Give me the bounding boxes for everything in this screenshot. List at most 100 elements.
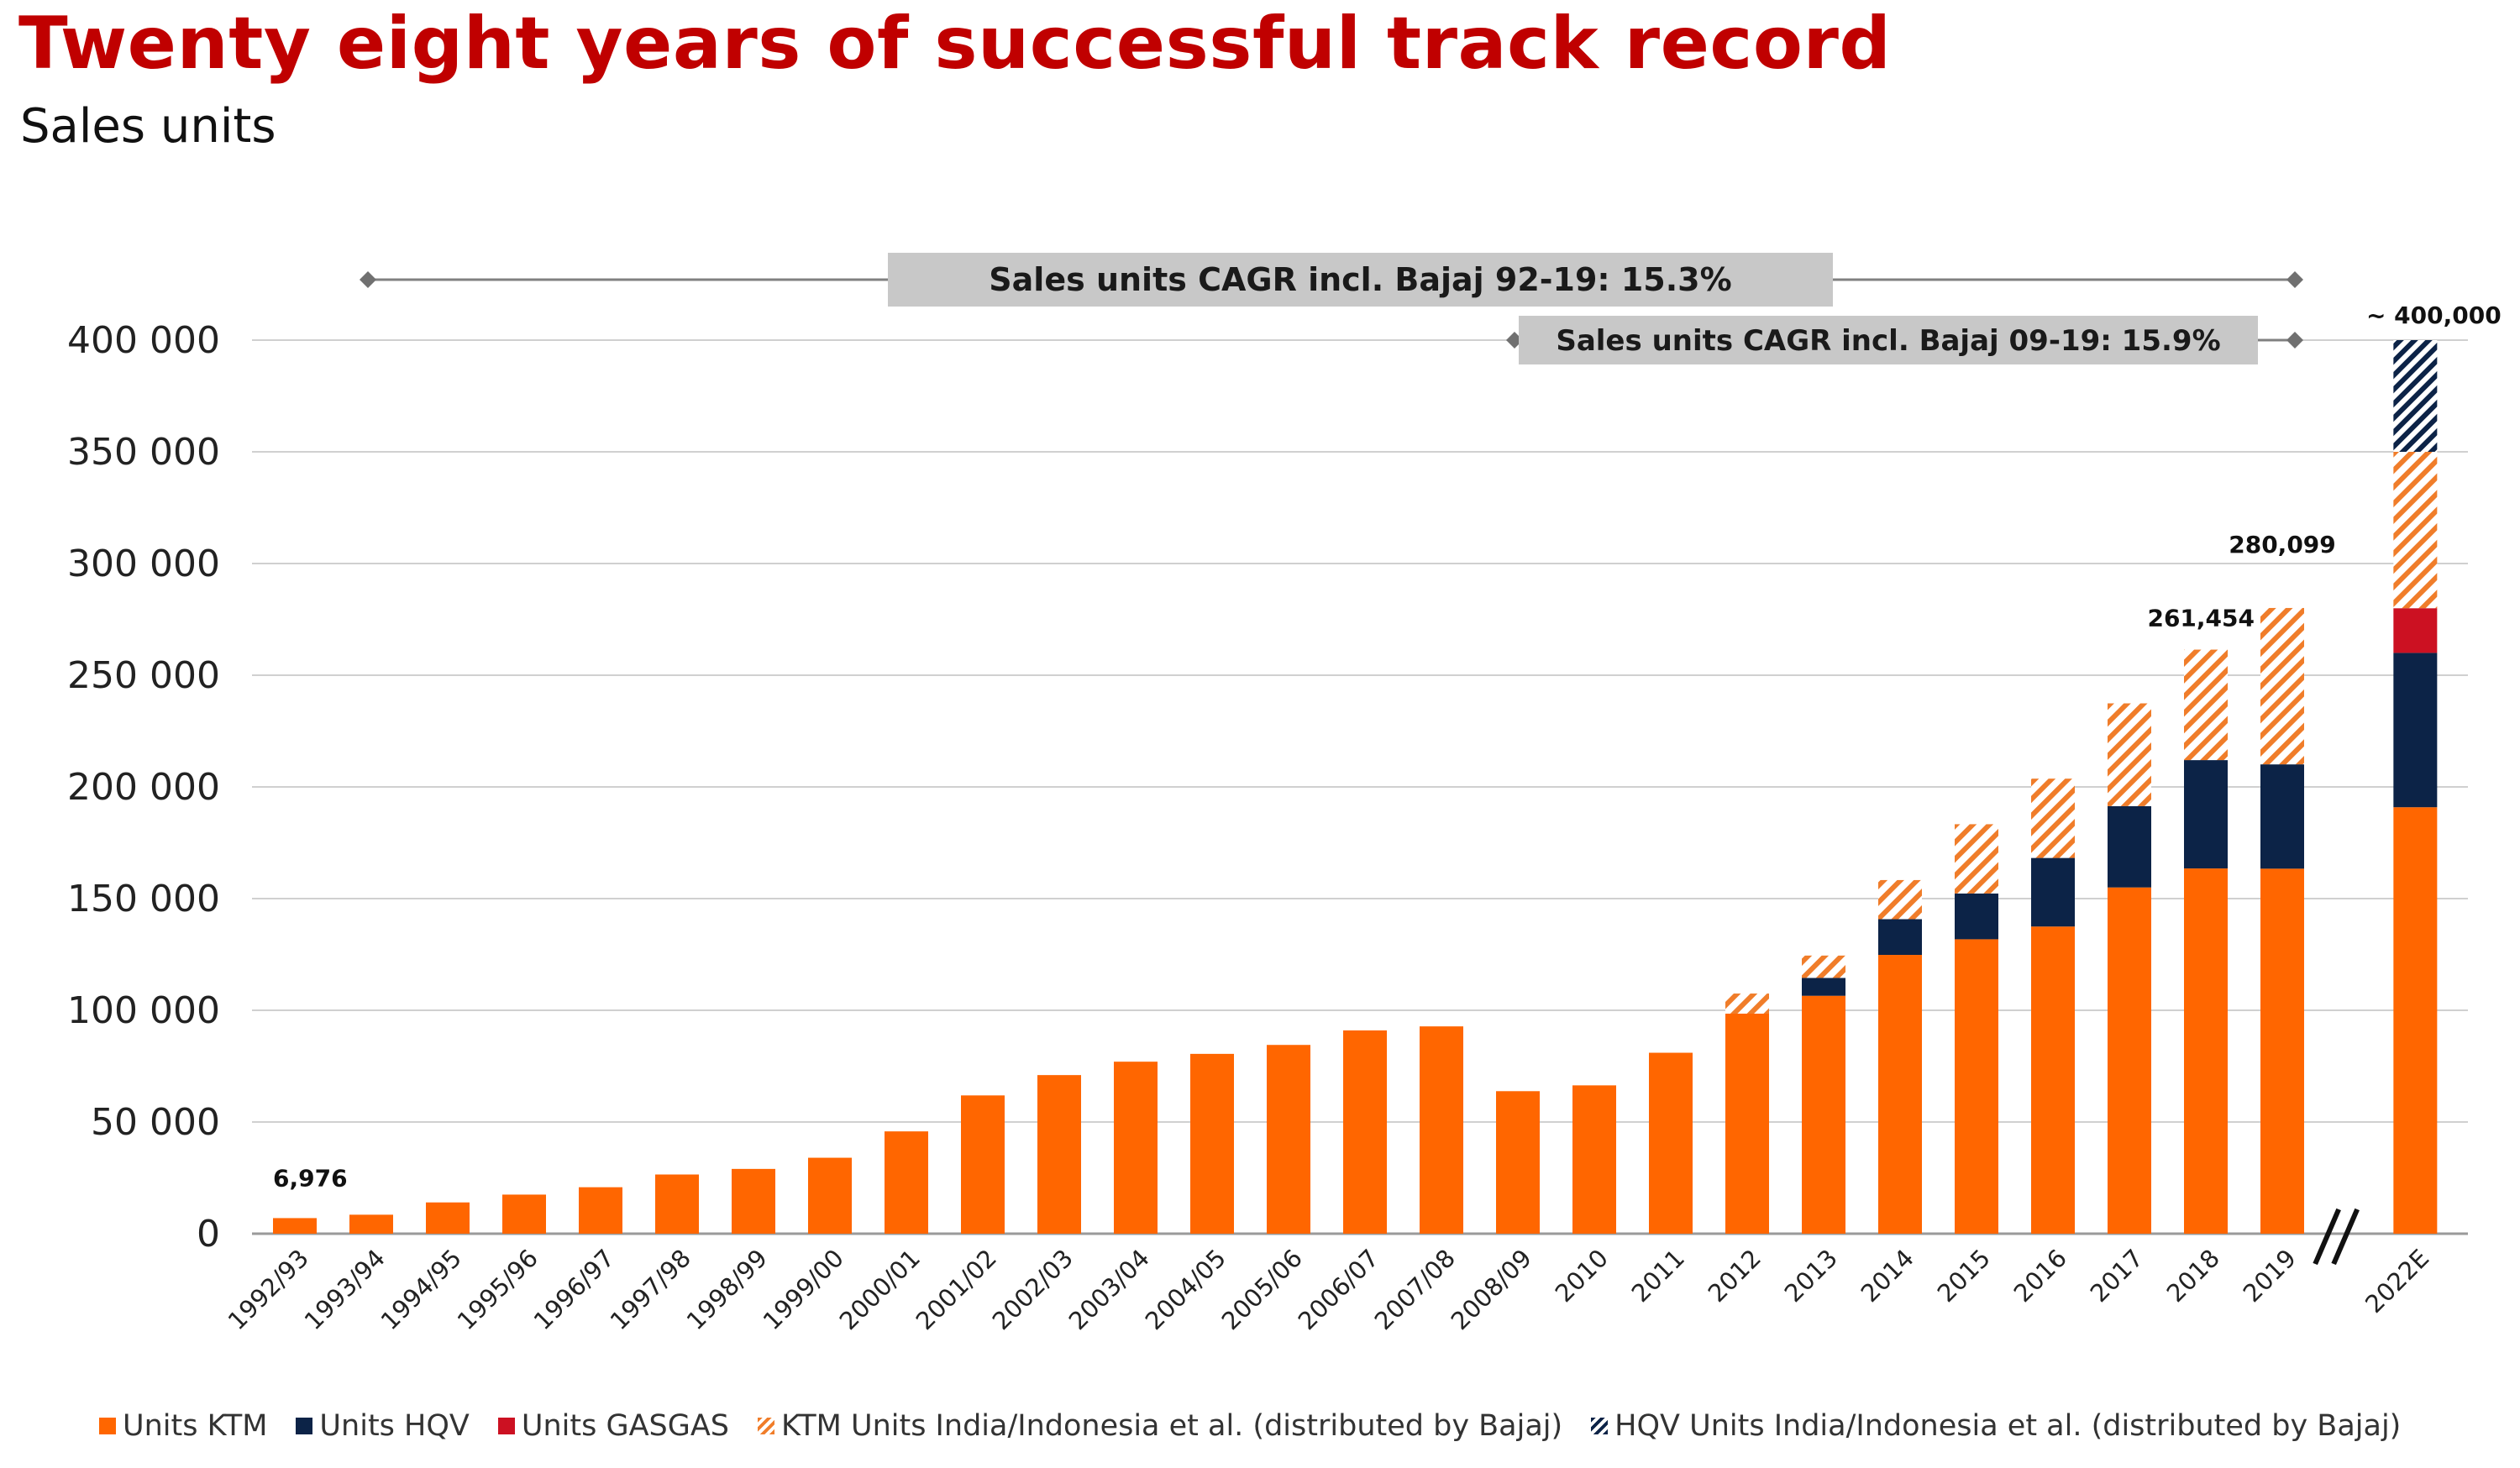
x-tick-2014: 2014 <box>1856 1244 1919 1308</box>
bar-ktm-2000-01 <box>885 1131 928 1234</box>
legend-swatch-ktm <box>99 1418 116 1434</box>
bar-gasgas-2022e <box>2393 608 2438 653</box>
x-tick-1998-99: 1998/99 <box>681 1244 773 1335</box>
bar-ktm-1995-96 <box>502 1194 546 1234</box>
bar-ktm-1994-95 <box>426 1202 470 1234</box>
x-tick-2015: 2015 <box>1932 1244 1996 1308</box>
bar-hqv-2018 <box>2184 760 2228 869</box>
x-tick-2019: 2019 <box>2238 1244 2302 1308</box>
bar-ktm-2010 <box>1572 1085 1616 1234</box>
legend-label-bajaj-hqv: HQV Units India/Indonesia et al. (distri… <box>1614 1409 2402 1443</box>
x-tick-2013: 2013 <box>1779 1244 1843 1308</box>
y-tick-400000: 400 000 <box>67 319 220 362</box>
x-tick-2008-09: 2008/09 <box>1446 1244 1537 1335</box>
bar-bajaj_ktm-2012 <box>1725 994 1769 1014</box>
x-tick-2000-01: 2000/01 <box>834 1244 926 1335</box>
y-tick-350000: 350 000 <box>67 431 220 474</box>
legend-item-hqv: Units HQV <box>296 1409 470 1443</box>
bar-bajaj_ktm-2015 <box>1955 824 1998 894</box>
cagr-marker-cagr2-end <box>2286 332 2303 349</box>
bar-bajaj_ktm-2016 <box>2031 779 2075 858</box>
cagr-box-cagr2 <box>1519 316 2258 364</box>
bar-ktm-1999-00 <box>808 1157 852 1234</box>
bar-ktm-2011 <box>1649 1052 1693 1234</box>
x-tick-1995-96: 1995/96 <box>452 1244 543 1335</box>
bar-ktm-2022e <box>2393 807 2438 1234</box>
x-tick-1997-98: 1997/98 <box>605 1244 696 1335</box>
x-tick-2018: 2018 <box>2161 1244 2225 1308</box>
axis-break-mark-2 <box>2331 1208 2360 1266</box>
y-tick-0: 0 <box>197 1213 220 1256</box>
x-tick-2016: 2016 <box>2008 1244 2072 1308</box>
bar-ktm-1998-99 <box>732 1168 775 1234</box>
y-tick-300000: 300 000 <box>67 543 220 585</box>
y-tick-250000: 250 000 <box>67 654 220 697</box>
bar-ktm-2015 <box>1955 939 1998 1234</box>
legend-label-ktm: Units KTM <box>123 1409 268 1443</box>
page-subtitle: Sales units <box>20 99 276 154</box>
x-tick-2005-06: 2005/06 <box>1216 1244 1308 1335</box>
x-tick-2007-08: 2007/08 <box>1369 1244 1461 1335</box>
bar-ktm-1997-98 <box>655 1174 699 1234</box>
y-axis-ticks: 0 50 000 100 000 150 000 200 000 250 000 300 0… <box>67 319 220 1256</box>
bar-ktm-1993-94 <box>349 1214 393 1234</box>
bar-hqv-2014 <box>1878 919 1922 956</box>
x-tick-2003-04: 2003/04 <box>1063 1244 1155 1335</box>
bar-ktm-1996-97 <box>579 1187 622 1234</box>
legend-swatch-bajaj-hqv <box>1591 1418 1609 1434</box>
bar-ktm-2004-05 <box>1190 1053 1234 1234</box>
bar-ktm-2006-07 <box>1343 1030 1387 1234</box>
bar-hqv-2022e <box>2393 653 2438 808</box>
bar-ktm-2014 <box>1878 955 1922 1234</box>
x-tick-2011: 2011 <box>1626 1244 1690 1308</box>
data-labels: 6,976 261,454 280,099 ~ 400,000 <box>273 301 2502 1192</box>
y-tick-200000: 200 000 <box>67 766 220 809</box>
legend-swatch-hqv <box>296 1418 313 1434</box>
bar-ktm-2008-09 <box>1496 1091 1540 1234</box>
x-tick-2006-07: 2006/07 <box>1293 1244 1384 1335</box>
bar-ktm-2002-03 <box>1037 1075 1081 1234</box>
cagr-marker-cagr1-start <box>360 271 376 288</box>
data-label-2018: 261,454 <box>2147 605 2255 632</box>
axis-break <box>2313 1208 2360 1266</box>
legend-item-bajaj-hqv: HQV Units India/Indonesia et al. (distri… <box>1591 1409 2401 1443</box>
cagr-marker-cagr1-end <box>2286 271 2303 288</box>
bar-ktm-2017 <box>2108 887 2151 1234</box>
bar-hqv-2016 <box>2031 857 2075 927</box>
y-tick-100000: 100 000 <box>67 989 220 1032</box>
bar-ktm-2003-04 <box>1114 1062 1158 1234</box>
bar-ktm-2001-02 <box>961 1095 1005 1234</box>
x-tick-1999-00: 1999/00 <box>758 1244 849 1335</box>
bar-bajaj_ktm-2018 <box>2184 649 2228 761</box>
x-tick-2010: 2010 <box>1550 1244 1614 1308</box>
bar-ktm-2018 <box>2184 868 2228 1234</box>
x-tick-2001-02: 2001/02 <box>911 1244 1002 1335</box>
bar-ktm-2013 <box>1802 995 1845 1234</box>
legend-item-ktm: Units KTM <box>99 1409 267 1443</box>
x-tick-2002-03: 2002/03 <box>987 1244 1079 1335</box>
y-tick-50000: 50 000 <box>91 1101 220 1144</box>
x-tick-1994-95: 1994/95 <box>375 1244 467 1335</box>
x-tick-2022e: 2022E <box>2360 1244 2434 1319</box>
bar-ktm-2007-08 <box>1420 1026 1463 1234</box>
bar-bajaj_ktm-2014 <box>1878 879 1922 920</box>
legend-label-hqv: Units HQV <box>319 1409 470 1443</box>
bar-bajaj_ktm-2017 <box>2108 703 2151 806</box>
bar-bajaj_hqv-2022e <box>2393 340 2438 452</box>
bar-ktm-2012 <box>1725 1013 1769 1234</box>
x-tick-1996-97: 1996/97 <box>528 1244 620 1335</box>
x-tick-2017: 2017 <box>2085 1244 2149 1308</box>
legend-item-gasgas: Units GASGAS <box>497 1409 730 1443</box>
bar-hqv-2019 <box>2260 764 2304 869</box>
cagr-annotations: Sales units CAGR incl. Bajaj 92-19: 15.3… <box>360 253 2303 364</box>
legend-label-bajaj-ktm: KTM Units India/Indonesia et al. (distri… <box>781 1409 1563 1443</box>
cagr-box-cagr1 <box>888 253 1833 307</box>
data-label-1992-93: 6,976 <box>273 1164 348 1192</box>
x-tick-2012: 2012 <box>1703 1244 1767 1308</box>
bar-bajaj_ktm-2013 <box>1802 955 1845 978</box>
bar-ktm-2016 <box>2031 926 2075 1234</box>
legend-swatch-bajaj-ktm <box>758 1418 775 1434</box>
bar-bajaj_ktm-2019 <box>2260 607 2304 765</box>
bar-hqv-2015 <box>1955 893 1998 940</box>
legend-label-gasgas: Units GASGAS <box>521 1409 730 1443</box>
